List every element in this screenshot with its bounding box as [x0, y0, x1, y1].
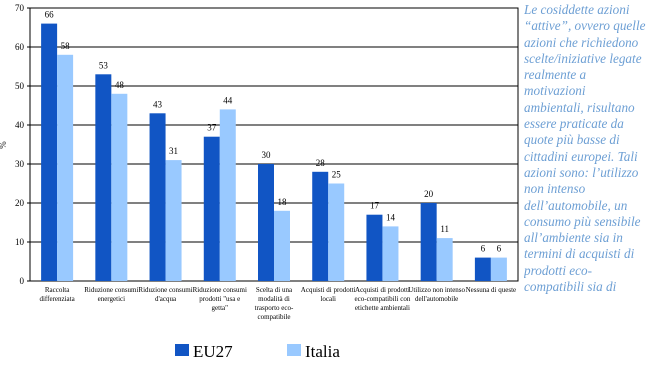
legend-label: EU27 — [193, 342, 233, 361]
data-label: 66 — [45, 10, 55, 20]
legend-label: Italia — [305, 342, 340, 361]
x-tick-label: Nessuna di queste — [465, 286, 517, 294]
y-tick-label: 10 — [15, 237, 25, 247]
data-label: 58 — [61, 41, 71, 51]
bar — [474, 257, 491, 281]
data-label: 6 — [481, 244, 486, 254]
bar — [312, 171, 329, 281]
bar — [328, 183, 345, 281]
bar — [258, 164, 274, 281]
y-tick-label: 20 — [15, 198, 25, 208]
side-text: Le cosiddette azioni “attive”, ovvero qu… — [524, 2, 646, 295]
bar — [490, 257, 507, 281]
bar — [149, 113, 166, 281]
x-tick-label: Acquisti di prodotti eco-compatibili con… — [354, 286, 411, 312]
data-label: 18 — [278, 197, 288, 207]
x-tick-label: Riduzione consumi d'acqua — [138, 286, 193, 303]
data-label: 53 — [99, 60, 109, 70]
data-label: 17 — [370, 201, 380, 211]
bar — [274, 210, 290, 281]
x-tick-label: Raccolta differenziata — [39, 286, 75, 303]
y-tick-label: 0 — [20, 276, 25, 286]
data-label: 43 — [153, 99, 163, 109]
bar — [219, 109, 236, 282]
bar — [203, 136, 220, 281]
bar — [41, 23, 58, 281]
x-tick-label: Riduzione consumi prodotti "usa e getta" — [192, 286, 247, 312]
y-tick-label: 40 — [15, 120, 25, 130]
bar — [382, 226, 399, 281]
bar — [57, 54, 74, 281]
x-tick-label: Riduzione consumi energetici — [84, 286, 139, 303]
y-tick-label: 30 — [15, 159, 25, 169]
bar — [366, 214, 383, 281]
bar — [420, 203, 437, 281]
data-label: 20 — [424, 189, 434, 199]
data-label: 14 — [386, 212, 396, 222]
y-tick-label: 50 — [15, 81, 25, 91]
x-tick-label: Utilizzo non intenso dell'automobile — [408, 286, 466, 303]
bar — [95, 74, 112, 281]
data-label: 48 — [115, 80, 125, 90]
x-tick-label: Scelta di una modalità di trasporto eco-… — [254, 286, 294, 321]
data-label: 30 — [262, 150, 272, 160]
bar — [165, 160, 182, 281]
legend-swatch — [175, 344, 189, 356]
bar — [111, 93, 128, 281]
legend-swatch — [287, 344, 301, 356]
data-label: 28 — [316, 158, 326, 168]
bar — [436, 238, 453, 281]
y-tick-label: 70 — [15, 3, 25, 13]
x-tick-label: Acquisti di prodotti locali — [300, 286, 356, 303]
y-axis-label: % — [0, 141, 8, 149]
data-label: 44 — [223, 95, 233, 105]
data-label: 6 — [497, 244, 502, 254]
data-label: 31 — [169, 146, 178, 156]
chart: % 01020304050607066585348433137443018282… — [0, 3, 519, 361]
data-label: 37 — [207, 123, 217, 133]
y-tick-label: 60 — [15, 42, 25, 52]
data-label: 11 — [440, 224, 449, 234]
data-label: 25 — [332, 170, 342, 180]
